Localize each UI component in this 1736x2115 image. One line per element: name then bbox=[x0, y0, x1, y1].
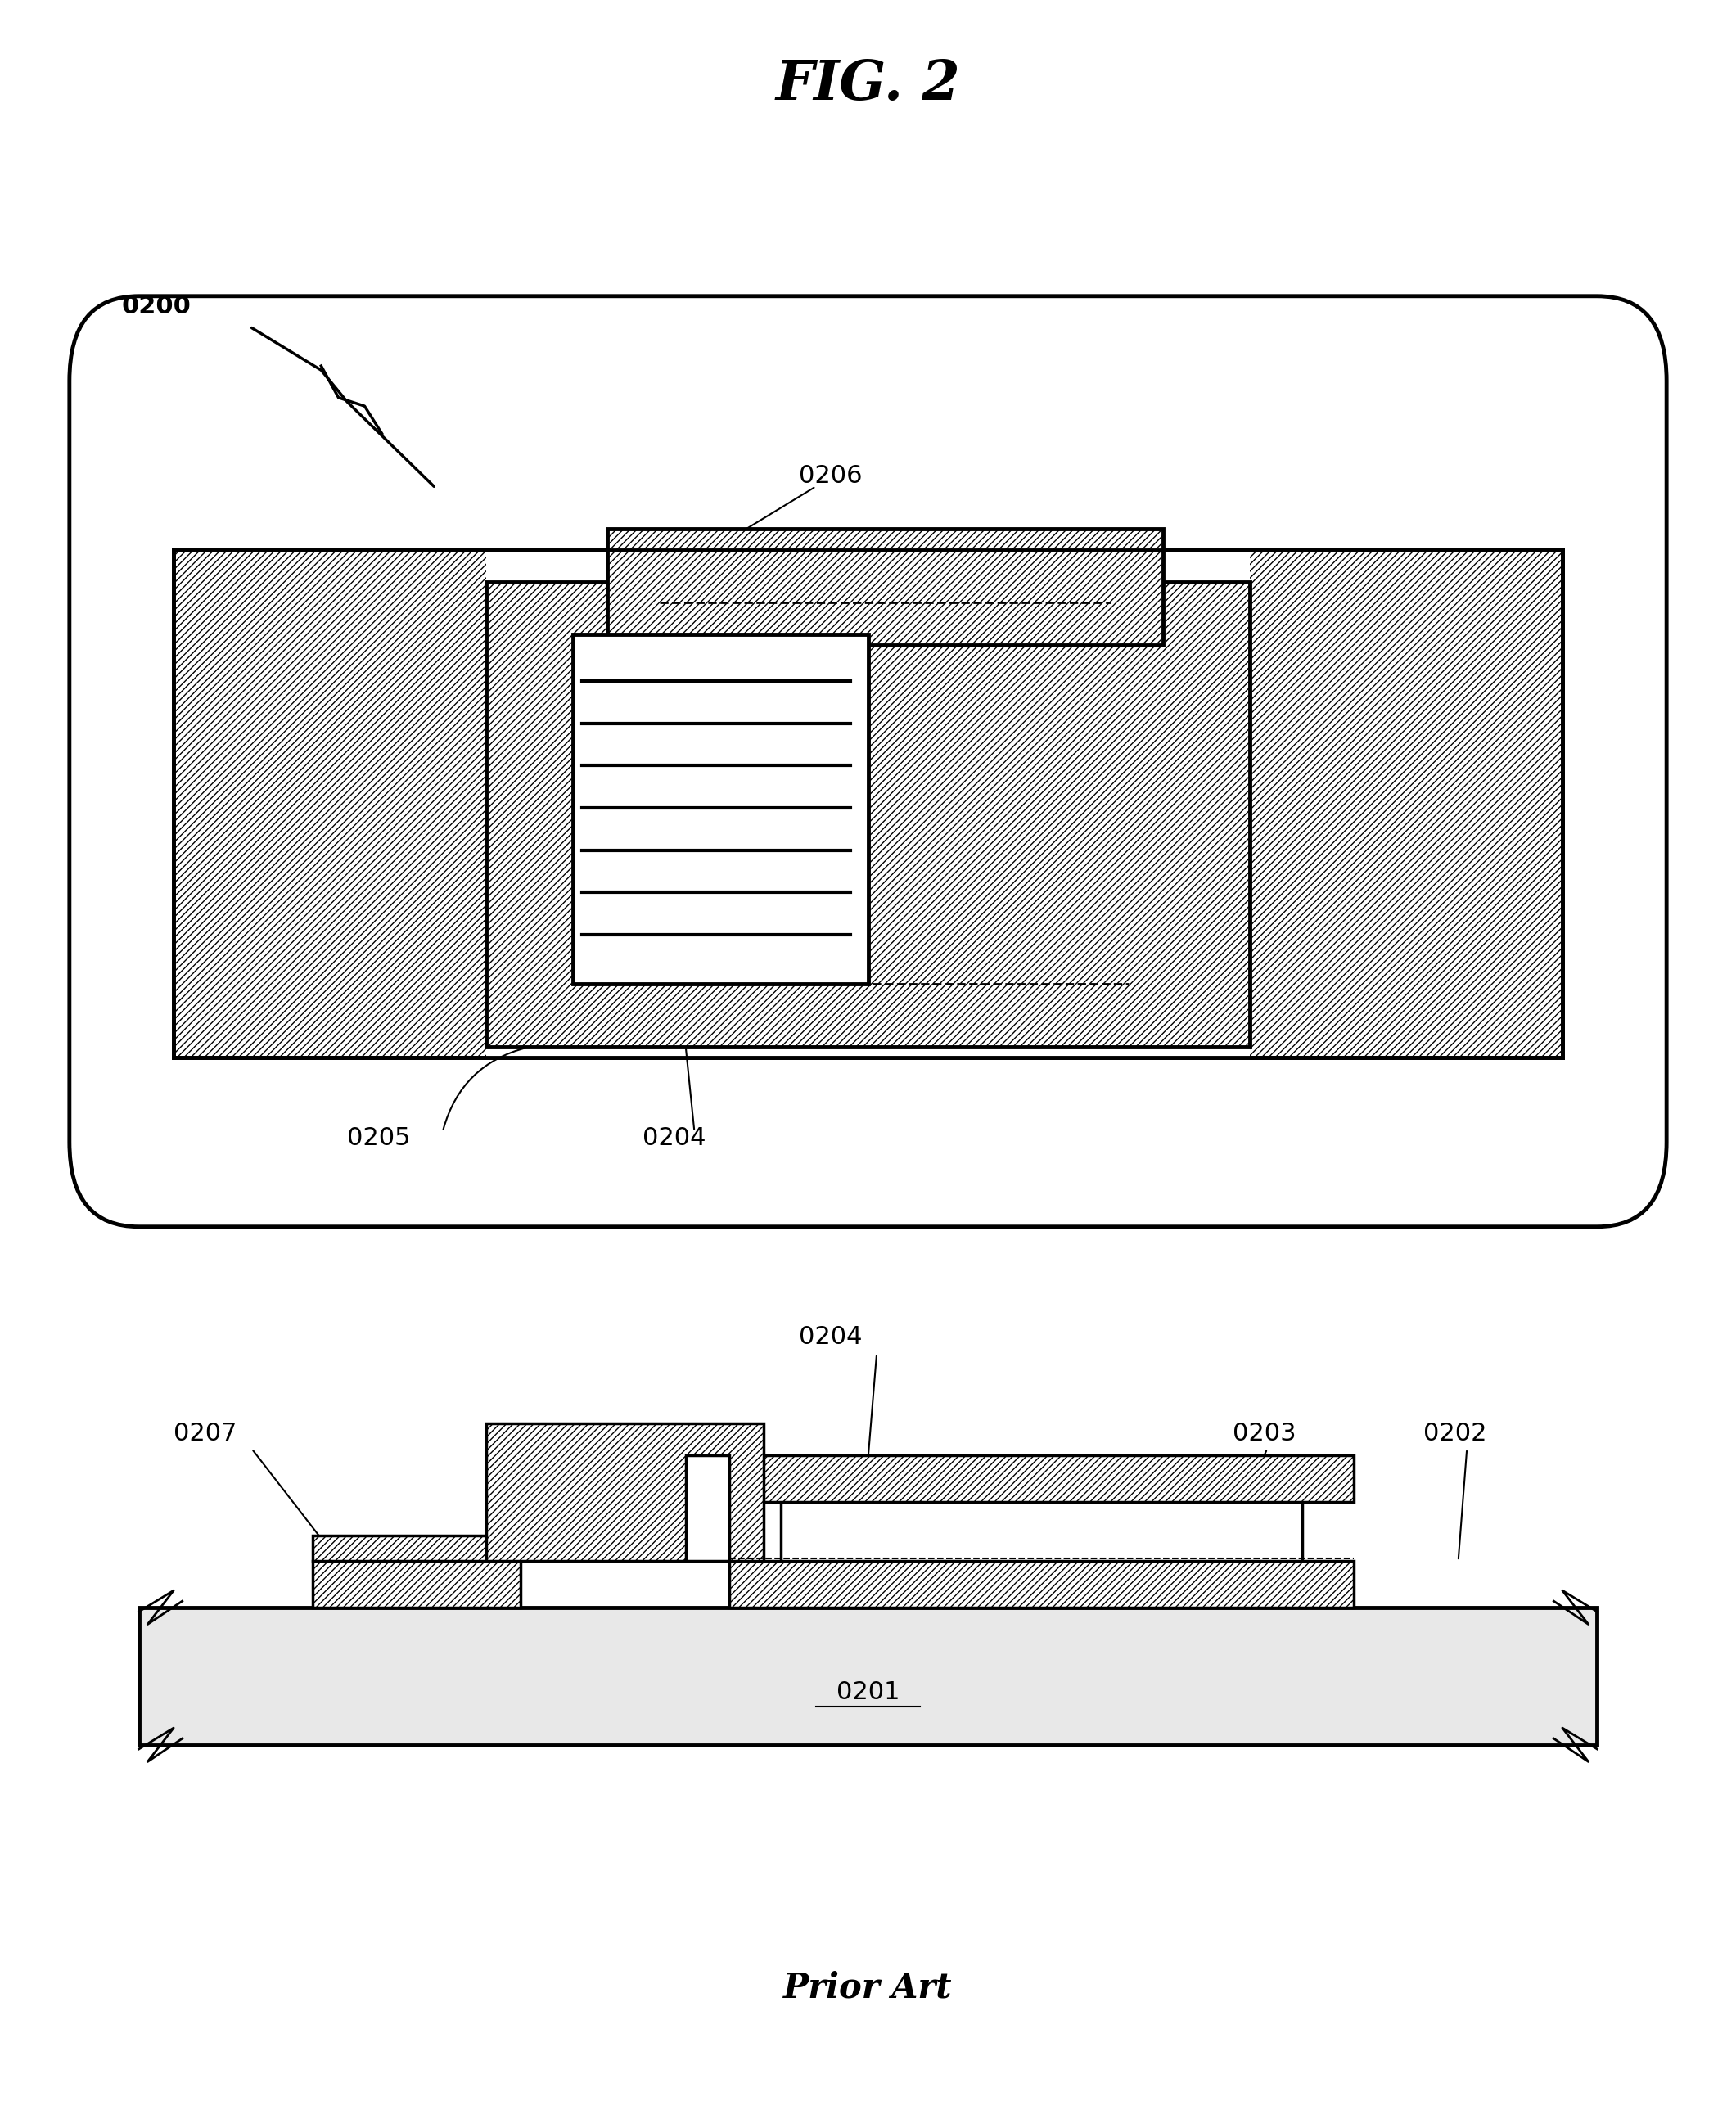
Text: 0205: 0205 bbox=[347, 1125, 411, 1151]
Text: 0204: 0204 bbox=[642, 1125, 707, 1151]
Bar bbox=[686, 1455, 729, 1561]
Bar bbox=[608, 529, 1163, 645]
Bar bbox=[729, 1455, 1354, 1502]
Bar bbox=[312, 1561, 521, 1607]
Text: Prior Art: Prior Art bbox=[783, 1971, 953, 2005]
Bar bbox=[781, 1502, 1302, 1561]
Bar bbox=[486, 582, 1250, 1047]
Bar bbox=[486, 1423, 764, 1561]
Text: 0201: 0201 bbox=[837, 1679, 899, 1705]
Bar bbox=[573, 634, 868, 983]
Text: 0206: 0206 bbox=[799, 463, 863, 489]
Text: FIG. 2: FIG. 2 bbox=[776, 57, 960, 112]
FancyBboxPatch shape bbox=[69, 296, 1667, 1227]
Bar bbox=[139, 1607, 1597, 1745]
Text: 0204: 0204 bbox=[799, 1324, 863, 1349]
Bar bbox=[312, 1535, 521, 1561]
Text: 0202: 0202 bbox=[1424, 1421, 1488, 1447]
Bar bbox=[486, 550, 1250, 1058]
Bar bbox=[174, 550, 1562, 1058]
Text: 0207: 0207 bbox=[174, 1421, 238, 1447]
Text: 0203: 0203 bbox=[1233, 1421, 1297, 1447]
Text: 0200: 0200 bbox=[122, 294, 191, 319]
Bar bbox=[729, 1561, 1354, 1607]
